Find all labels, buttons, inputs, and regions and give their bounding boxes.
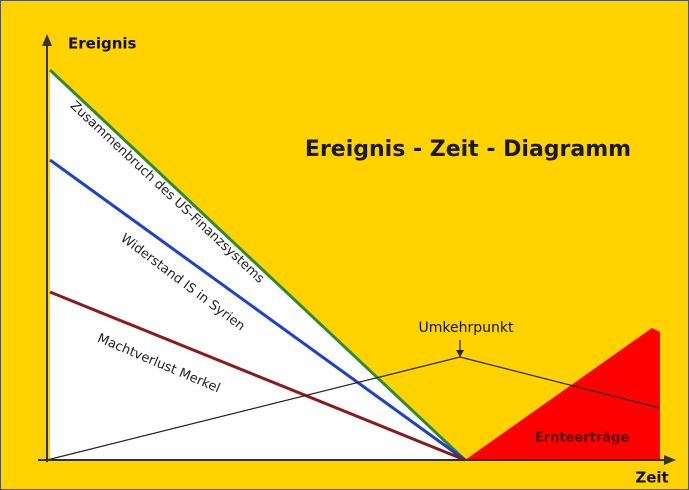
x-label: Zeit — [635, 469, 668, 487]
x-arrow — [664, 455, 676, 465]
red-line — [49, 290, 466, 462]
title: Ereignis - Zeit - Diagramm — [305, 137, 631, 162]
blue-line — [49, 158, 466, 462]
harvest-area — [465, 328, 660, 460]
turning-point-label: Umkehrpunkt — [419, 320, 514, 336]
green-line — [48, 68, 467, 462]
y-label: Ereignis — [68, 35, 137, 53]
harvest-label: Ernteerträge — [535, 431, 630, 446]
pointer-head — [456, 350, 464, 357]
y-arrow — [42, 34, 52, 46]
